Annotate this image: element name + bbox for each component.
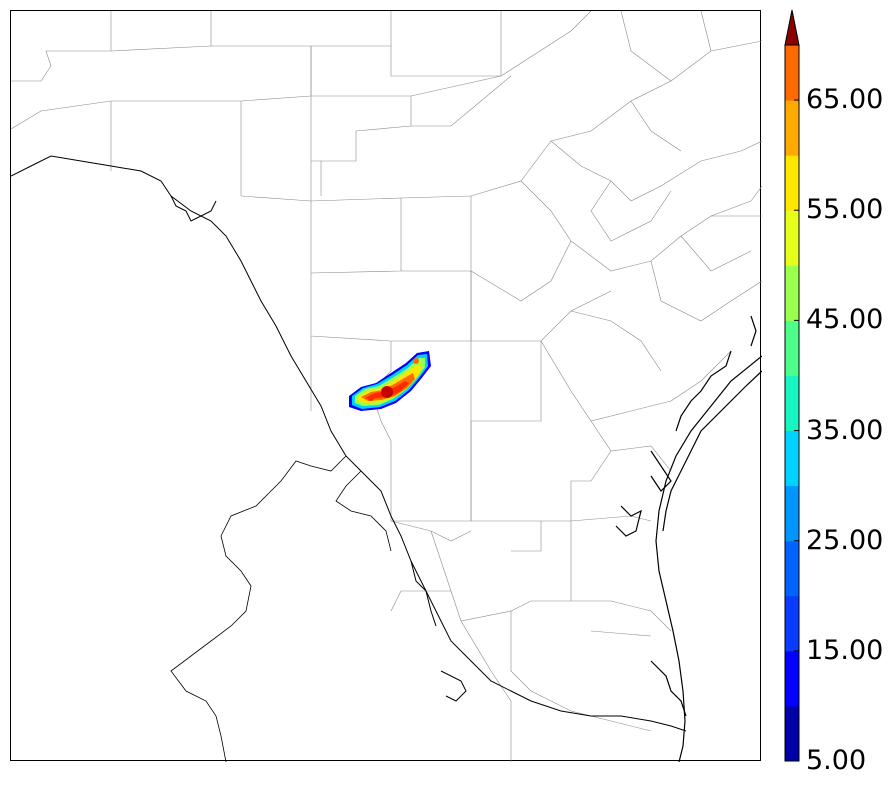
colorbar-tick-label: 65.00 [806, 84, 884, 116]
colorbar-bin [785, 155, 799, 211]
colorbar-bin [785, 320, 799, 376]
colorbar-bin [785, 430, 799, 487]
colorbar-bin [785, 265, 799, 321]
county-boundaries [11, 11, 762, 762]
coastline [615, 315, 762, 762]
storm-cell [349, 351, 431, 411]
colorbar-tick-label: 15.00 [806, 634, 884, 666]
colorbar-bin [785, 100, 799, 156]
colorbar-bin [785, 650, 799, 707]
colorbar-bin [785, 210, 799, 266]
colorbar-bin [785, 540, 799, 597]
colorbar-tick-label: 55.00 [806, 194, 884, 226]
colorbar-tick-label: 25.00 [806, 524, 884, 556]
colorbar-bin [785, 705, 799, 762]
colorbar-tick-label: 35.00 [806, 414, 884, 446]
state-boundaries [170, 455, 392, 762]
colorbar-bin [785, 595, 799, 652]
colorbar-border [784, 44, 800, 762]
river-border [11, 155, 687, 732]
colorbar-tick-label: 45.00 [806, 304, 884, 336]
colorbar-bin [785, 485, 799, 542]
colorbar-extend-arrow [784, 9, 800, 46]
colorbar-tick-label: 5.00 [806, 745, 867, 776]
map-panel [10, 10, 762, 762]
colorbar-bin [785, 375, 799, 432]
colorbar-bin [785, 45, 799, 101]
colorbar [784, 9, 800, 762]
county-map [11, 11, 762, 762]
